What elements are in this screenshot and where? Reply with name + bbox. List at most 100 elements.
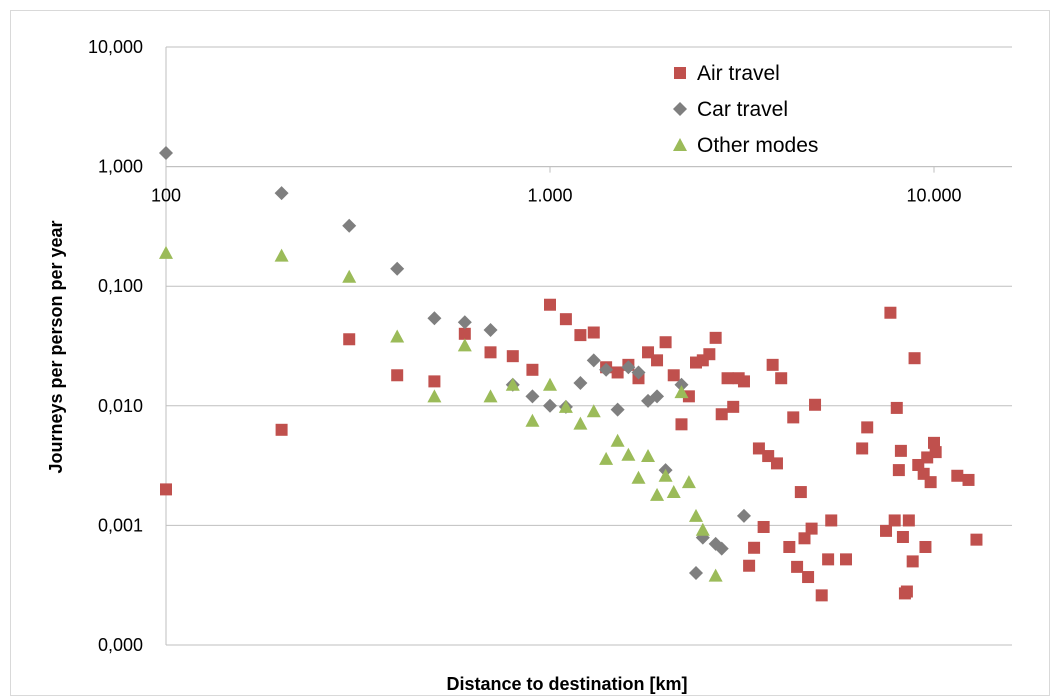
data-point [689,508,704,522]
data-point [544,298,556,311]
data-point [962,473,975,486]
legend: Air travel Car travel Other modes [673,62,818,157]
data-point [805,522,818,535]
x-tick-label: 1.000 [527,186,572,206]
data-point [681,475,696,489]
data-point [794,486,807,499]
data-point [884,306,897,319]
data-point [709,331,722,344]
data-point [526,363,539,376]
data-point [856,442,869,455]
legend-label-other: Other modes [697,134,818,157]
data-point [861,421,874,434]
data-point [573,416,588,430]
data-point [840,553,853,566]
data-point [908,352,921,365]
data-point [505,377,520,391]
data-point [275,423,288,436]
data-point [752,442,765,455]
data-point [675,418,688,431]
data-point [928,436,940,449]
series-other [159,245,723,582]
data-point [457,315,472,330]
data-point [274,186,289,201]
x-axis-title: Distance to destination [km] [446,674,687,694]
data-point [631,365,646,380]
data-point [703,348,716,361]
data-point [906,555,919,568]
data-point [427,311,442,326]
data-point [900,585,913,598]
data-point [558,399,573,413]
legend-label-air: Air travel [697,62,780,85]
data-point [621,360,636,375]
data-point [802,571,815,584]
y-tick-label: 0,100 [98,276,143,296]
data-point [651,354,664,367]
data-point [951,469,964,482]
data-point [543,377,557,391]
data-point [894,444,907,457]
data-point [160,483,172,496]
data-point [428,375,441,388]
data-point [559,313,572,326]
x-tick-label: 100 [151,186,181,206]
data-point [667,369,680,382]
data-point [674,377,689,392]
data-point [896,530,909,543]
data-point [748,541,761,554]
data-point [650,389,665,404]
data-point [743,559,756,572]
data-point [787,411,800,424]
data-point [924,476,937,489]
data-point [970,533,983,546]
data-point [880,524,893,537]
data-point [525,413,540,427]
data-point [825,514,838,527]
y-axis-title: Journeys per person per year [46,220,66,473]
data-point [610,433,625,447]
data-point [929,446,942,459]
data-point [642,346,655,359]
data-point [342,218,357,233]
y-tick-label: 10,000 [88,37,143,57]
gridlines [166,46,1012,646]
data-point [457,338,472,352]
data-point [543,398,557,413]
data-point [658,468,673,482]
data-point [574,329,587,342]
legend-label-car: Car travel [697,98,788,121]
data-point [390,261,405,276]
y-tick-label: 0,010 [98,396,143,416]
data-point [587,326,600,339]
data-point [390,329,405,343]
series-air [160,298,983,602]
data-point [809,398,822,411]
data-point [682,390,695,403]
data-point [708,568,723,582]
data-point [599,451,614,465]
data-point [890,401,903,414]
data-point [610,402,625,417]
data-point [159,245,173,259]
data-point [757,520,770,533]
data-point [484,346,497,359]
x-tick-label: 10.000 [906,186,961,206]
data-point [391,369,404,382]
data-point [902,514,915,527]
data-point [736,508,751,523]
data-point [674,385,689,399]
data-point [714,541,729,556]
data-point [427,389,442,403]
data-point [919,540,932,553]
data-point [159,145,173,160]
data-point [721,372,734,385]
x-axis: 100 1.000 10.000 [151,166,1012,206]
data-point [775,372,788,385]
data-point [342,269,357,283]
legend-marker-air [674,67,686,79]
data-point [770,457,783,470]
data-point [458,327,471,340]
data-point [727,400,740,413]
